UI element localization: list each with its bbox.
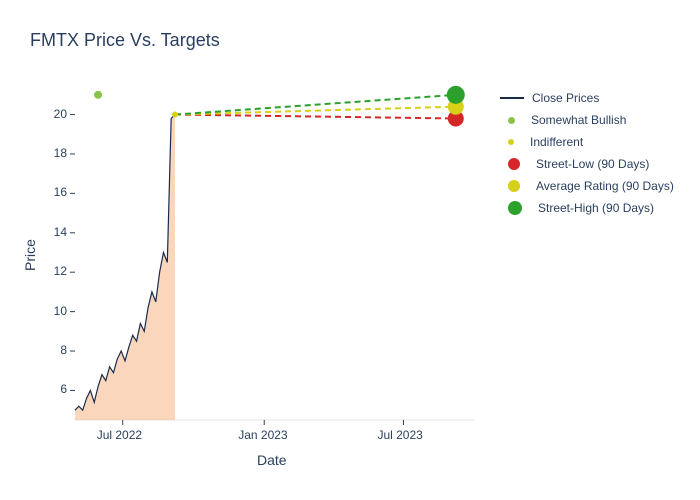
legend-dot-swatch xyxy=(508,201,522,215)
legend-item-5[interactable]: Street-High (90 Days) xyxy=(500,200,674,216)
y-tick-label: 12 xyxy=(54,264,67,278)
legend-label: Street-High (90 Days) xyxy=(538,201,654,215)
legend-item-0[interactable]: Close Prices xyxy=(500,90,674,106)
legend-item-1[interactable]: Somewhat Bullish xyxy=(500,112,674,128)
projection-line-0 xyxy=(175,115,456,119)
y-tick-label: 8 xyxy=(60,343,67,357)
legend-dot-swatch xyxy=(508,180,520,192)
y-tick-label: 20 xyxy=(54,107,67,121)
legend-dot-swatch xyxy=(508,139,514,145)
legend-label: Close Prices xyxy=(532,91,599,105)
chart-container: FMTX Price Vs. Targets Price Date Jul 20… xyxy=(0,0,700,500)
legend-label: Street-Low (90 Days) xyxy=(536,157,649,171)
plot-area xyxy=(0,0,700,500)
x-tick-label: Jul 2022 xyxy=(97,428,142,442)
y-tick-label: 16 xyxy=(54,185,67,199)
legend-item-2[interactable]: Indifferent xyxy=(500,134,674,150)
scatter-point-1 xyxy=(172,112,178,118)
legend-item-4[interactable]: Average Rating (90 Days) xyxy=(500,178,674,194)
scatter-point-4 xyxy=(447,86,465,104)
legend-item-3[interactable]: Street-Low (90 Days) xyxy=(500,156,674,172)
legend-dot-swatch xyxy=(508,117,515,124)
y-tick-label: 18 xyxy=(54,146,67,160)
scatter-point-0 xyxy=(94,91,102,99)
x-tick-label: Jan 2023 xyxy=(238,428,287,442)
legend-label: Average Rating (90 Days) xyxy=(536,179,674,193)
legend-line-swatch xyxy=(500,97,524,99)
y-tick-label: 6 xyxy=(60,382,67,396)
y-tick-label: 14 xyxy=(54,225,67,239)
legend-label: Indifferent xyxy=(530,135,583,149)
legend: Close Prices Somewhat Bullish Indifferent S… xyxy=(500,90,674,222)
x-tick-label: Jul 2023 xyxy=(377,428,422,442)
legend-label: Somewhat Bullish xyxy=(531,113,626,127)
y-tick-label: 10 xyxy=(54,304,67,318)
legend-dot-swatch xyxy=(508,158,520,170)
